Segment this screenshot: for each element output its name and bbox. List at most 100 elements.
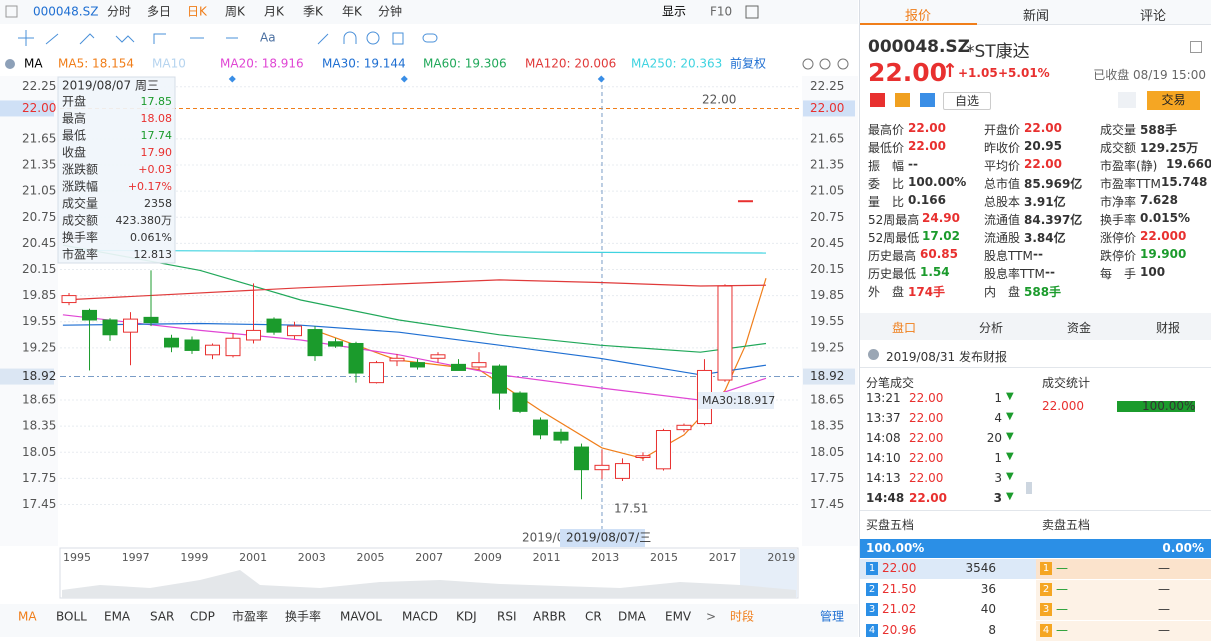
sub-tab[interactable]: 分析 [978,321,1003,335]
price-tag-label: 22.00 [810,101,844,115]
period-tab[interactable]: 时段 [730,609,754,624]
period-tab[interactable]: 日K [187,5,208,19]
ma-legend: MA60: 19.306 [423,57,507,71]
y-tick-label: 20.15 [22,262,56,276]
stat-value: 0.166 [908,193,946,207]
indicator-tab[interactable]: EMV [665,610,692,624]
indicator-tab[interactable]: MAVOL [340,610,382,624]
candle-body [573,446,589,471]
quote-tab[interactable]: 评论 [1139,9,1166,24]
icon[interactable] [1190,41,1202,53]
bell-icon[interactable] [1118,92,1136,108]
indicator-tab[interactable]: MA [18,610,37,624]
indicator-tab[interactable]: RSI [497,610,517,624]
manage-tab[interactable]: 管理 [820,609,844,624]
display-menu[interactable]: 显示 [662,5,686,19]
ma-bar-icons [802,58,849,70]
trade-arrow: ▼ [1006,451,1014,462]
trade-button[interactable]: 交易 [1147,91,1200,110]
sub-tab[interactable]: 盘口 [891,321,916,335]
ma-toggle[interactable] [5,59,15,69]
info-value: 423.380万 [116,214,173,227]
y-tick-label: 19.25 [810,340,844,354]
quote-tab[interactable]: 报价 [904,9,931,24]
adjust-mode[interactable]: 前复权 [730,56,766,71]
y-tick-label: 18.05 [22,445,56,459]
indicator-tab[interactable]: DMA [618,610,647,624]
sub-tabs-bg [860,313,1211,340]
indicator-tab[interactable]: BOLL [56,610,87,624]
period-tab[interactable]: 分钟 [378,4,402,19]
candle-body [512,392,528,412]
indicator-tab[interactable]: SAR [150,610,174,624]
period-tab[interactable]: 季K [303,5,324,19]
y-tick-label: 18.35 [22,419,56,433]
period-tab[interactable]: 周K [225,5,246,19]
candle-body [368,362,384,384]
bid-price: 21.50 [882,581,917,596]
period-tab[interactable]: 月K [264,5,285,19]
stat-value: 22.000 [1140,229,1187,243]
checkbox[interactable] [5,5,18,18]
y-tick-label: 20.45 [810,236,844,250]
ask-row-bg [1036,620,1211,641]
period-tab[interactable]: 多日 [147,5,171,19]
y-tick-label: 21.65 [810,131,844,145]
indicator-tab[interactable]: KDJ [456,610,477,624]
year-label: 2015 [650,551,678,564]
stat-label: 历史最高 [868,249,917,263]
indicator-tab[interactable]: 市盈率 [232,609,268,624]
candle-body [655,430,671,470]
sub-tab[interactable]: 资金 [1066,321,1091,335]
indicator-tab[interactable]: 换手率 [285,609,321,624]
indicator-tab[interactable]: MACD [402,610,438,624]
f10-button[interactable]: F10 [710,5,732,19]
y-tick-label: 19.25 [22,340,56,354]
y-tick-label: 20.45 [22,236,56,250]
stat-value: 19.900 [1140,247,1187,261]
stat-pct: 100.00% [1142,399,1196,413]
info-label: 最低 [62,129,86,143]
ask-title: 卖盘五档 [1042,518,1091,532]
y-tick-label: 20.75 [810,210,844,224]
sub-tab[interactable]: 财报 [1155,321,1180,335]
indicator-tab[interactable]: ARBR [533,610,566,624]
watch-button[interactable]: 自选 [943,92,991,110]
quote-change-pct: +5.01% [998,66,1050,80]
quote-tab[interactable]: 新闻 [1022,9,1049,24]
bid-level: 3 [866,603,878,616]
stat-label: 振 幅 [868,159,905,173]
ask-price: — [1056,602,1068,616]
text-tool[interactable]: Aa [260,31,276,45]
stat-label: 52周最低 [868,231,920,245]
bid-volume: 40 [980,602,996,616]
badge-icon [920,93,935,107]
notice[interactable]: 2019/08/31 发布财报 [886,350,1007,364]
stat-label: 股息率TTM [984,267,1045,281]
more-arrow[interactable]: > [706,610,716,624]
info-value: +0.17% [128,180,172,193]
candle-body [614,463,630,479]
quote-panel: 报价 新闻 评论 000048.SZ *ST康达 22.00 ↑ +1.05 +5.… [859,0,1211,641]
bid-level: 2 [866,582,878,596]
icon[interactable] [745,5,759,19]
trade-volume: 4 [994,411,1002,425]
bid-row-bg [860,579,1036,600]
ma-line [62,279,767,301]
indicator-tab[interactable]: CDP [190,610,215,624]
stat-price: 22.000 [1042,399,1084,413]
info-value: 0.061% [130,231,172,244]
indicator-tab[interactable]: EMA [104,610,131,624]
trade-volume: 3 [993,491,1002,505]
period-tab[interactable]: 年K [342,5,363,19]
indicator-tab[interactable]: CR [585,610,602,624]
ma-line [62,322,767,376]
candle-body [409,362,425,368]
info-value: 12.813 [134,248,173,261]
candle-body [450,363,466,371]
y-tick-label: 17.75 [22,471,56,485]
quote-status: 已收盘 08/19 15:00 [1093,68,1206,82]
stat-value: 588手 [1140,123,1178,137]
y-tick-label: 19.85 [810,288,844,302]
period-tab[interactable]: 分时 [107,5,131,19]
